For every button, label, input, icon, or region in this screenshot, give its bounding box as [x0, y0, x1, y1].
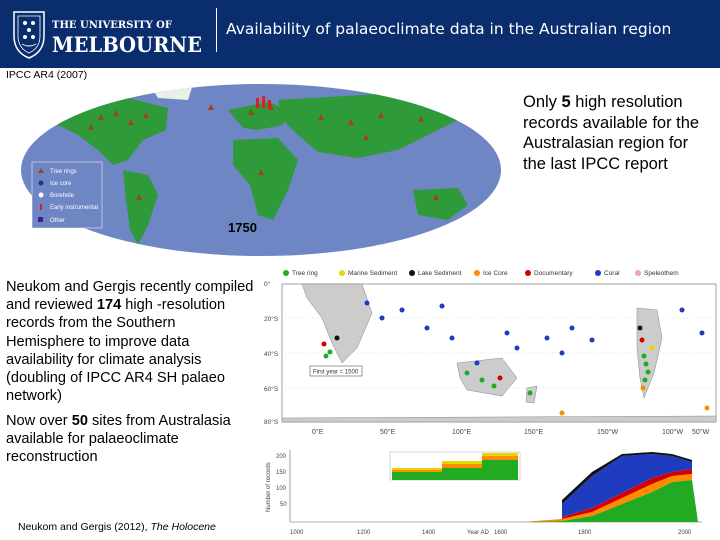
inset-label-box: First year = 1500 — [309, 365, 363, 377]
y-axis-label: Number of records — [266, 462, 272, 512]
stacked-areas — [292, 452, 698, 522]
proxy-sites — [321, 300, 710, 416]
logo-line2: MELBOURNE — [52, 32, 202, 57]
svg-text:0°E: 0°E — [312, 428, 324, 436]
ipcc-world-map: Tree rings Ice core Borehole Early instr… — [21, 84, 501, 256]
header-divider — [216, 8, 217, 52]
svg-text:Speleothem: Speleothem — [644, 270, 679, 277]
map-year-label: 1750 — [228, 220, 257, 235]
svg-text:200: 200 — [276, 454, 287, 460]
svg-text:1400: 1400 — [422, 530, 436, 536]
svg-text:2000: 2000 — [678, 530, 692, 536]
svg-text:Early instrumental: Early instrumental — [50, 205, 98, 211]
svg-text:Documentary: Documentary — [534, 270, 573, 277]
svg-text:1000: 1000 — [290, 530, 304, 536]
svg-text:50°W: 50°W — [692, 428, 710, 436]
sh-landmass — [281, 283, 717, 423]
svg-text:1800: 1800 — [578, 530, 592, 536]
records-timeseries-chart: Number of records 200 150 100 50 1000 12… — [262, 442, 720, 540]
proxy-legend: Tree ring Marine Sediment Lake Sediment … — [283, 270, 679, 277]
svg-text:Tree ring: Tree ring — [292, 270, 318, 277]
callout-text: Only 5 high resolution records available… — [523, 93, 700, 173]
svg-text:Borehole: Borehole — [50, 193, 75, 199]
svg-text:150: 150 — [276, 470, 287, 476]
svg-text:50: 50 — [280, 502, 287, 508]
svg-text:100°E: 100°E — [452, 428, 471, 436]
lon-ticks: 0°E 50°E 100°E 150°E 150°W 100°W 50°W — [312, 428, 710, 436]
inset-small-chart — [389, 451, 521, 481]
southern-hemisphere-proxy-map: Tree ring Marine Sediment Lake Sediment … — [262, 268, 720, 438]
record-count: 174 — [96, 297, 122, 314]
header-bar: THE UNIVERSITY OF MELBOURNE Availability… — [0, 0, 720, 68]
svg-text:Coral: Coral — [604, 270, 620, 277]
svg-text:Ice core: Ice core — [50, 181, 72, 187]
logo-line1: THE UNIVERSITY OF — [52, 20, 172, 31]
svg-text:Marine Sediment: Marine Sediment — [348, 270, 397, 277]
citation: Neukom and Gergis (2012), The Holocene — [18, 521, 216, 533]
svg-text:40°S: 40°S — [264, 350, 279, 358]
svg-text:20°S: 20°S — [264, 315, 279, 323]
svg-text:1600: 1600 — [494, 530, 508, 536]
svg-text:100°W: 100°W — [662, 428, 683, 436]
lat-ticks: 0° 20°S 40°S 60°S 80°S — [264, 280, 279, 426]
svg-text:Other: Other — [50, 218, 65, 224]
svg-text:60°S: 60°S — [264, 385, 279, 393]
university-logo: THE UNIVERSITY OF MELBOURNE — [13, 11, 202, 59]
callout-count: 5 — [561, 93, 571, 111]
svg-text:Ice Core: Ice Core — [483, 270, 508, 277]
crest-icon — [13, 11, 45, 59]
citation-journal: The Holocene — [150, 521, 216, 533]
svg-text:Lake Sediment: Lake Sediment — [418, 270, 462, 277]
record-markers — [88, 104, 439, 200]
svg-text:First year = 1500: First year = 1500 — [313, 370, 359, 376]
svg-text:80°S: 80°S — [264, 418, 279, 426]
svg-text:Year AD: Year AD — [467, 530, 489, 536]
paragraph-australasia-sites: Now over 50 sites from Australasia avail… — [6, 413, 231, 466]
svg-text:50°E: 50°E — [380, 428, 396, 436]
site-count: 50 — [71, 413, 88, 429]
svg-text:Tree rings: Tree rings — [50, 169, 77, 175]
svg-text:150°E: 150°E — [524, 428, 543, 436]
instrumental-markers — [256, 96, 271, 109]
map-legend: Tree rings Ice core Borehole Early instr… — [31, 161, 103, 229]
slide-title: Availability of palaeoclimate data in th… — [226, 20, 672, 38]
svg-text:1200: 1200 — [357, 530, 371, 536]
svg-text:100: 100 — [276, 486, 287, 492]
world-map-caption: IPCC AR4 (2007) — [6, 69, 88, 81]
paragraph-neukom-gergis: Neukom and Gergis recently compiled and … — [6, 279, 254, 405]
x-ticks: 1000 1200 1400 Year AD 1600 1800 2000 — [290, 530, 692, 536]
svg-text:150°W: 150°W — [597, 428, 618, 436]
svg-text:0°: 0° — [264, 280, 271, 288]
y-ticks: 200 150 100 50 — [276, 454, 287, 508]
